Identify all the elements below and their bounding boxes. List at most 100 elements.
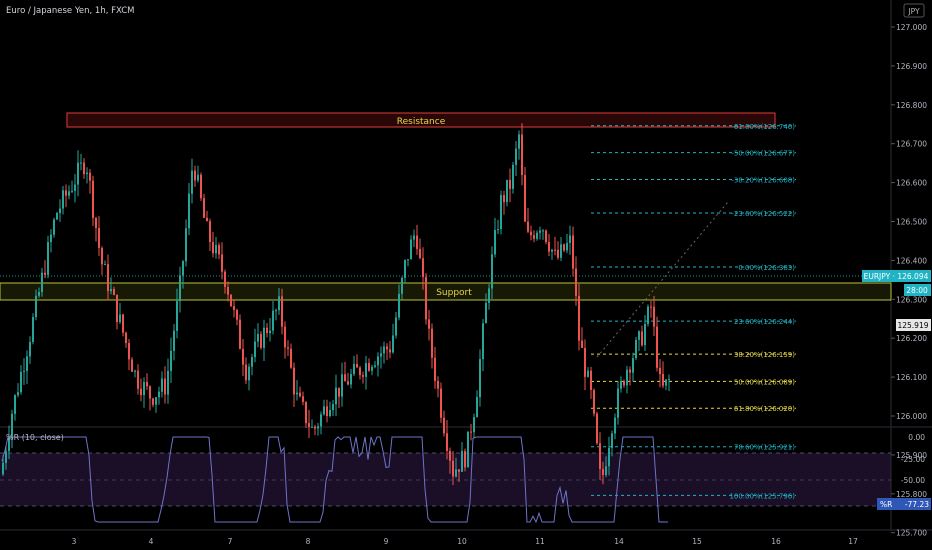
candle-body xyxy=(248,366,250,381)
candle-body xyxy=(431,328,433,358)
candle-body xyxy=(242,348,244,365)
candle-body xyxy=(374,365,376,367)
candle-body xyxy=(623,381,625,386)
candle-body xyxy=(452,460,454,477)
candle-body xyxy=(263,327,265,348)
candle-body xyxy=(509,179,511,189)
price-tick-label: 126.900 xyxy=(896,62,927,71)
candle-body xyxy=(272,310,274,331)
candle-body xyxy=(584,347,586,377)
candle-body xyxy=(515,148,517,165)
candle-body xyxy=(335,387,337,405)
candle-body xyxy=(323,406,325,415)
candle-body xyxy=(401,277,403,294)
candle-body xyxy=(266,327,268,334)
candlestick-series xyxy=(2,123,670,486)
candle-body xyxy=(389,349,391,353)
candle-body xyxy=(233,306,235,310)
candle-body xyxy=(581,340,583,348)
candle-body xyxy=(605,466,607,476)
currency-label: JPY xyxy=(907,7,920,16)
wr-tick-label: -50.00 xyxy=(901,476,925,485)
candle-body xyxy=(368,363,370,371)
candle-body xyxy=(542,230,544,232)
candle-body xyxy=(230,294,232,307)
candle-body xyxy=(617,388,619,418)
candle-body xyxy=(77,162,79,185)
candle-body xyxy=(116,294,118,323)
candle-body xyxy=(125,332,127,344)
candle-body xyxy=(521,134,523,176)
price-tick-label: 126.400 xyxy=(896,256,927,265)
candle-body xyxy=(599,443,601,470)
support-zone[interactable] xyxy=(0,282,892,301)
candle-body xyxy=(179,275,181,302)
candle-body xyxy=(59,208,61,214)
candle-body xyxy=(71,190,73,192)
fib-level-label: -38.20%(126.608) xyxy=(731,176,795,184)
countdown-label: 28:00 xyxy=(906,286,928,295)
candle-body xyxy=(464,451,466,468)
candle-body xyxy=(629,369,631,373)
price-tick-label: 125.700 xyxy=(896,529,927,538)
candle-body xyxy=(527,221,529,232)
candle-body xyxy=(86,172,88,174)
price-tick-label: 126.500 xyxy=(896,218,927,227)
time-tick-label: 3 xyxy=(72,537,77,546)
candle-body xyxy=(308,423,310,427)
candle-body xyxy=(38,291,40,296)
fib-level-label: -50.00%(126.677) xyxy=(731,150,795,158)
candle-body xyxy=(167,370,169,395)
current-price-label: EURJPY · 126.094 xyxy=(864,272,929,281)
candle-body xyxy=(446,433,448,451)
price-tick-label: 125.800 xyxy=(896,490,927,499)
resistance-zone[interactable] xyxy=(66,112,776,128)
candle-body xyxy=(89,172,91,181)
candle-body xyxy=(149,386,151,399)
symbol-title[interactable]: Euro / Japanese Yen, 1h, FXCM xyxy=(6,6,134,16)
candle-body xyxy=(203,198,205,218)
price-tick-label: 126.700 xyxy=(896,140,927,149)
candle-body xyxy=(20,371,22,393)
candle-body xyxy=(461,451,463,472)
candle-body xyxy=(32,317,34,342)
fib-extension[interactable]: -61.80%(126.746) -50.00%(126.677) -38.20%(… xyxy=(591,123,796,501)
candle-body xyxy=(344,374,346,382)
candle-body xyxy=(290,348,292,368)
candle-body xyxy=(377,356,379,366)
candle-body xyxy=(560,244,562,258)
candle-body xyxy=(110,289,112,292)
candle-body xyxy=(359,367,361,376)
candle-body xyxy=(422,258,424,278)
candle-body xyxy=(107,264,109,292)
price-axis[interactable]: 127.000 126.900 126.800 126.700 126.600 126.5… xyxy=(891,23,927,550)
candle-body xyxy=(305,401,307,424)
indicator-title[interactable]: %R (10, close) xyxy=(6,433,64,442)
candle-body xyxy=(566,242,568,251)
candle-body xyxy=(665,379,667,386)
candle-body xyxy=(512,164,514,189)
fib-trend-line[interactable] xyxy=(596,201,729,358)
time-tick-label: 4 xyxy=(149,537,154,546)
currency-box[interactable] xyxy=(903,3,925,18)
candle-body xyxy=(380,353,382,357)
candle-body xyxy=(35,295,37,318)
candle-body xyxy=(554,249,556,251)
candle-body xyxy=(287,347,289,349)
candle-body xyxy=(254,341,256,358)
candle-body xyxy=(296,392,298,395)
candle-body xyxy=(410,239,412,260)
candle-body xyxy=(317,426,319,429)
candle-body xyxy=(449,450,451,461)
candle-body xyxy=(551,249,553,252)
time-axis[interactable]: 3 4 7 8 9 10 11 14 15 16 17 xyxy=(72,537,858,546)
candle-body xyxy=(638,331,640,340)
time-tick-label: 16 xyxy=(771,537,781,546)
candle-body xyxy=(143,381,145,396)
candle-body xyxy=(587,370,589,377)
wr-indicator-line xyxy=(1,436,668,524)
fib-level-label: 50.00%(126.089) xyxy=(734,378,795,386)
candle-body xyxy=(575,268,577,296)
candle-body xyxy=(434,357,436,381)
